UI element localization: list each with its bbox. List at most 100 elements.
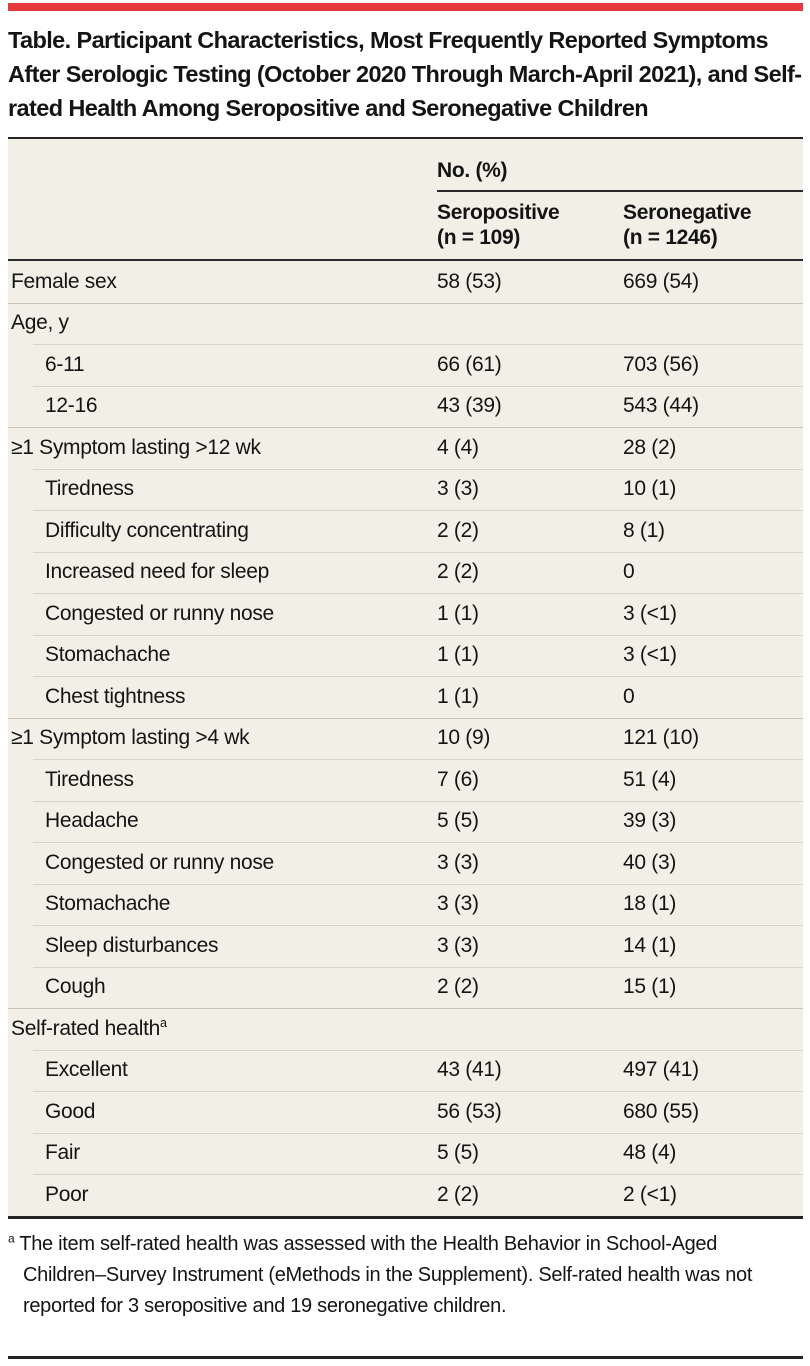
table-row: ≥1 Symptom lasting >4 wk 10 (9) 121 (10): [8, 717, 803, 760]
footnote: a The item self-rated health was assesse…: [8, 1229, 768, 1322]
row-label: Good: [45, 1099, 96, 1123]
seropositive-value: 4 (4): [437, 435, 479, 459]
table-row: Age, y: [8, 302, 803, 345]
seronegative-value: 0: [623, 684, 635, 708]
row-label: Tiredness: [45, 477, 134, 501]
seropositive-value: 1 (1): [437, 643, 479, 667]
seronegative-value: 543 (44): [623, 394, 699, 418]
row-label: Tiredness: [45, 767, 134, 791]
table-header: No. (%) Seropositive (n = 109) Seronegat…: [8, 139, 803, 261]
row-label: Excellent: [45, 1058, 128, 1082]
row-label: ≥1 Symptom lasting >12 wk: [11, 435, 261, 459]
seronegative-value: 51 (4): [623, 767, 677, 791]
row-label: Stomachache: [45, 643, 171, 667]
seropositive-value: 10 (9): [437, 726, 491, 750]
seronegative-value: 3 (<1): [623, 643, 677, 667]
seropositive-value: 2 (2): [437, 1182, 479, 1206]
seronegative-value: 680 (55): [623, 1099, 699, 1123]
table-row: Tiredness 3 (3) 10 (1): [8, 468, 803, 511]
seropositive-value: 2 (2): [437, 518, 479, 542]
seropositive-value: 1 (1): [437, 684, 479, 708]
seropositive-value: 3 (3): [437, 850, 479, 874]
row-label: Sleep disturbances: [45, 933, 219, 957]
row-label: ≥1 Symptom lasting >4 wk: [11, 726, 250, 750]
column-group-header: No. (%): [437, 155, 803, 192]
header-rule: [8, 259, 803, 261]
column-header-n: (n = 109): [437, 226, 521, 249]
seronegative-value: 669 (54): [623, 269, 699, 293]
seronegative-value: 3 (<1): [623, 601, 677, 625]
seronegative-value: 14 (1): [623, 933, 677, 957]
table-row: Female sex 58 (53) 669 (54): [8, 261, 803, 303]
table-row: Stomachache 1 (1) 3 (<1): [8, 634, 803, 677]
table-row: Sleep disturbances 3 (3) 14 (1): [8, 925, 803, 967]
seropositive-value: 3 (3): [437, 892, 479, 916]
seronegative-value: 121 (10): [623, 726, 699, 750]
seronegative-value: 497 (41): [623, 1058, 699, 1082]
seropositive-value: 56 (53): [437, 1099, 502, 1123]
seropositive-value: 5 (5): [437, 809, 479, 833]
seronegative-value: 2 (<1): [623, 1182, 677, 1206]
seronegative-value: 10 (1): [623, 477, 677, 501]
seropositive-value: 7 (6): [437, 767, 479, 791]
seronegative-value: 8 (1): [623, 518, 665, 542]
seropositive-value: 1 (1): [437, 601, 479, 625]
column-header-n: (n = 1246): [623, 226, 718, 249]
row-label: Age, y: [11, 311, 69, 335]
table-row: Fair 5 (5) 48 (4): [8, 1132, 803, 1175]
seropositive-value: 43 (41): [437, 1058, 502, 1082]
seronegative-value: 39 (3): [623, 809, 677, 833]
row-label: Increased need for sleep: [45, 560, 269, 584]
seronegative-value: 28 (2): [623, 435, 677, 459]
column-header-label: Seropositive: [437, 201, 560, 224]
row-label: Chest tightness: [45, 684, 186, 708]
table-row: Increased need for sleep 2 (2) 0: [8, 551, 803, 594]
seronegative-value: 40 (3): [623, 850, 677, 874]
row-label: Stomachache: [45, 892, 171, 916]
table-row: Congested or runny nose 1 (1) 3 (<1): [8, 593, 803, 635]
seronegative-value: 48 (4): [623, 1141, 677, 1165]
table-row: Tiredness 7 (6) 51 (4): [8, 759, 803, 801]
column-header-seronegative: Seronegative (n = 1246): [623, 200, 803, 250]
table-row: ≥1 Symptom lasting >12 wk 4 (4) 28 (2): [8, 427, 803, 469]
seronegative-value: 18 (1): [623, 892, 677, 916]
row-label: Congested or runny nose: [45, 850, 274, 874]
table-row: Difficulty concentrating 2 (2) 8 (1): [8, 510, 803, 552]
table-row: Cough 2 (2) 15 (1): [8, 966, 803, 1009]
column-header-label: Seronegative: [623, 201, 752, 224]
table-row: 12-16 43 (39) 543 (44): [8, 385, 803, 428]
table-row: 6-11 66 (61) 703 (56): [8, 344, 803, 386]
seropositive-value: 3 (3): [437, 477, 479, 501]
seropositive-value: 2 (2): [437, 975, 479, 999]
table-body: Female sex 58 (53) 669 (54) Age, y 6-11 …: [8, 261, 803, 1216]
table-row: Good 56 (53) 680 (55): [8, 1091, 803, 1133]
table-row: Stomachache 3 (3) 18 (1): [8, 883, 803, 926]
row-label: Congested or runny nose: [45, 601, 274, 625]
table-row: Excellent 43 (41) 497 (41): [8, 1049, 803, 1092]
seronegative-value: 15 (1): [623, 975, 677, 999]
row-label: Poor: [45, 1182, 89, 1206]
row-label: Fair: [45, 1141, 80, 1165]
row-label: Self-rated healtha: [11, 1015, 167, 1040]
row-label: 6-11: [45, 352, 85, 376]
seropositive-value: 58 (53): [437, 269, 502, 293]
footnote-text: The item self-rated health was assessed …: [19, 1232, 753, 1317]
seropositive-value: 5 (5): [437, 1141, 479, 1165]
table-row: Congested or runny nose 3 (3) 40 (3): [8, 842, 803, 884]
row-label: Cough: [45, 975, 106, 999]
footnote-ref: a: [160, 1015, 167, 1030]
seronegative-value: 703 (56): [623, 352, 699, 376]
bottom-rule: [8, 1356, 803, 1359]
accent-bar: [8, 3, 803, 11]
seronegative-value: 0: [623, 560, 635, 584]
table-row: Self-rated healtha: [8, 1008, 803, 1050]
column-header-seropositive: Seropositive (n = 109): [437, 200, 623, 250]
row-label: Headache: [45, 809, 139, 833]
row-label: 12-16: [45, 394, 98, 418]
seropositive-value: 3 (3): [437, 933, 479, 957]
table-row: Chest tightness 1 (1) 0: [8, 676, 803, 718]
table: No. (%) Seropositive (n = 109) Seronegat…: [8, 137, 803, 1219]
table-row: Poor 2 (2) 2 (<1): [8, 1174, 803, 1216]
seropositive-value: 66 (61): [437, 352, 502, 376]
footnote-marker: a: [8, 1230, 15, 1245]
